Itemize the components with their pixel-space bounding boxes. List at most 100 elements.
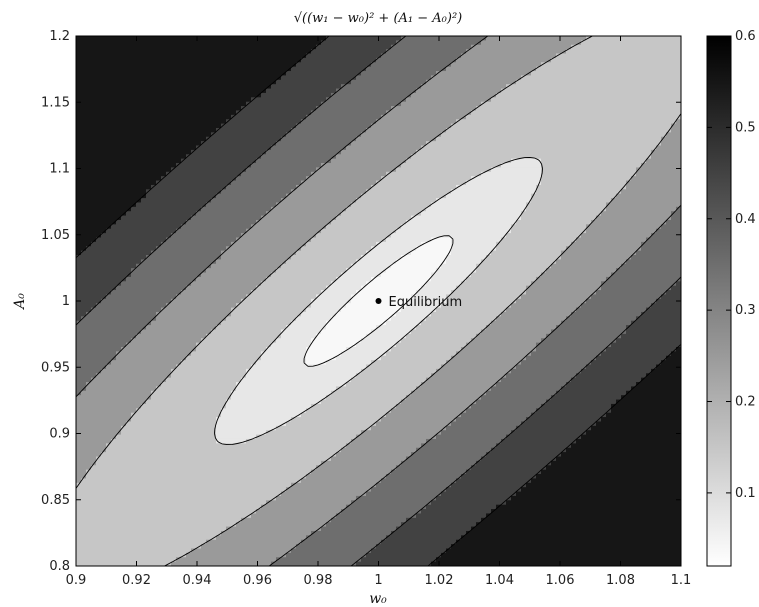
contour-cell [116, 272, 122, 278]
contour-cell [201, 491, 207, 497]
contour-cell [161, 92, 167, 98]
contour-cell [101, 311, 107, 317]
contour-cell [146, 228, 152, 234]
contour-cell [261, 417, 267, 423]
contour-cell [201, 517, 207, 523]
contour-cell [101, 478, 107, 484]
contour-cell [191, 517, 197, 523]
contour-cell [151, 36, 157, 41]
contour-cell [86, 460, 92, 466]
contour-cell [136, 66, 142, 72]
contour-cell [181, 438, 187, 444]
contour-cell [146, 176, 152, 182]
contour-cell [81, 557, 87, 563]
contour-cell [166, 180, 172, 186]
contour-cell [101, 421, 107, 427]
contour-cell [166, 241, 172, 247]
contour-cell [271, 360, 277, 366]
contour-cell [76, 36, 82, 41]
contour-cell [96, 101, 102, 107]
contour-cell [261, 57, 267, 63]
contour-cell [136, 237, 142, 243]
contour-cell [196, 97, 202, 103]
contour-cell [101, 307, 107, 313]
contour-cell [121, 167, 127, 173]
contour-cell [196, 167, 202, 173]
contour-cell [186, 487, 192, 493]
contour-cell [156, 211, 162, 217]
contour-cell [186, 320, 192, 326]
contour-cell [256, 180, 262, 186]
contour-cell [111, 211, 117, 217]
contour-cell [81, 539, 87, 545]
contour-cell [226, 522, 232, 528]
contour-cell [271, 373, 277, 379]
contour-cell [191, 176, 197, 182]
contour-cell [256, 246, 262, 252]
contour-cell [276, 474, 282, 479]
contour-cell [206, 325, 212, 331]
contour-cell [231, 79, 237, 85]
contour-cell [76, 355, 82, 361]
contour-cell [211, 228, 217, 234]
contour-cell [251, 325, 257, 331]
contour-cell [256, 434, 262, 440]
contour-cell [206, 517, 212, 523]
contour-cell [141, 268, 147, 274]
contour-cell [171, 97, 177, 103]
contour-cell [241, 360, 247, 366]
contour-cell [91, 123, 97, 129]
contour-cell [146, 49, 152, 55]
contour-cell [236, 123, 242, 129]
contour-cell [141, 399, 147, 405]
contour-cell [116, 84, 122, 90]
contour-cell [196, 246, 202, 252]
contour-cell [201, 127, 207, 133]
contour-cell [241, 49, 247, 55]
contour-cell [166, 535, 172, 541]
contour-cell [266, 294, 272, 300]
contour-cell [141, 412, 147, 418]
contour-cell [106, 127, 112, 133]
contour-cell [101, 224, 107, 230]
contour-cell [131, 495, 137, 501]
contour-cell [131, 290, 137, 296]
contour-cell [91, 158, 97, 164]
contour-cell [251, 127, 257, 133]
contour-cell [186, 425, 192, 431]
contour-cell [171, 368, 177, 374]
contour-cell [106, 495, 112, 501]
contour-cell [136, 342, 142, 348]
contour-cell [241, 386, 247, 392]
contour-cell [131, 316, 137, 322]
contour-cell [146, 548, 152, 554]
contour-cell [116, 395, 122, 401]
contour-cell [196, 36, 202, 41]
contour-cell [166, 351, 172, 357]
contour-cell [251, 425, 257, 431]
contour-cell [161, 44, 167, 50]
contour-cell [166, 425, 172, 431]
contour-cell [76, 307, 82, 313]
contour-cell [106, 382, 112, 388]
contour-cell [81, 548, 87, 554]
contour-cell [176, 395, 182, 401]
contour-cell [261, 333, 267, 339]
contour-cell [241, 307, 247, 313]
contour-cell [181, 127, 187, 133]
contour-cell [231, 154, 237, 160]
contour-cell [221, 145, 227, 151]
contour-cell [241, 110, 247, 116]
contour-cell [136, 421, 142, 427]
contour-cell [131, 92, 137, 98]
contour-cell [126, 504, 132, 510]
contour-cell [276, 307, 282, 313]
contour-cell [176, 294, 182, 300]
contour-cell [276, 71, 282, 77]
contour-cell [121, 158, 127, 164]
contour-cell [196, 206, 202, 212]
contour-cell [171, 298, 177, 304]
contour-cell [276, 123, 282, 129]
contour-cell [216, 360, 222, 366]
contour-cell [261, 456, 267, 462]
